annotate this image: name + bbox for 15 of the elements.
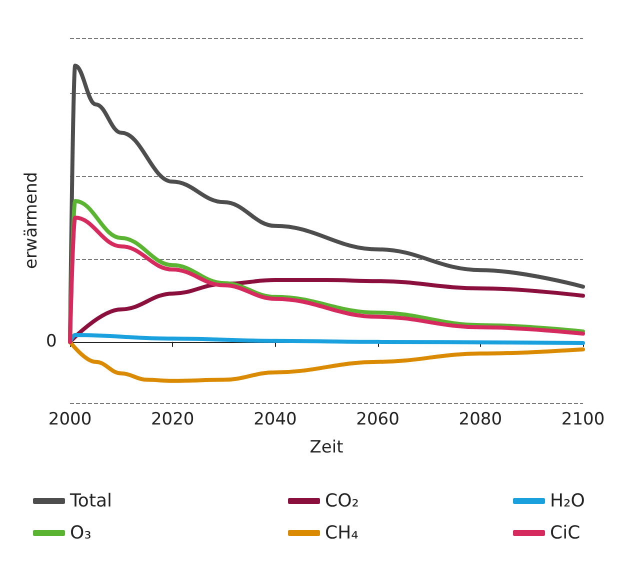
x-tick-label: 2080 — [458, 410, 502, 430]
text: 0 — [46, 331, 57, 352]
x-tick-label: 2100 — [561, 410, 605, 430]
legend-label: O₃ — [70, 522, 92, 544]
x-tick-label: 2060 — [356, 410, 400, 430]
x-tick-label: 2040 — [254, 410, 297, 430]
legend-label: Total — [69, 490, 112, 512]
legend-label: CH₄ — [325, 522, 358, 544]
x-tick-label: 2020 — [150, 410, 194, 430]
legend-label: H₂O — [550, 490, 585, 512]
x-tick-label: 2000 — [48, 410, 92, 430]
legend-label: CO₂ — [325, 490, 359, 512]
x-axis-title: Zeit — [310, 438, 344, 458]
y-axis-title: erwärmend — [22, 172, 42, 270]
legend-label: CiC — [550, 522, 580, 544]
